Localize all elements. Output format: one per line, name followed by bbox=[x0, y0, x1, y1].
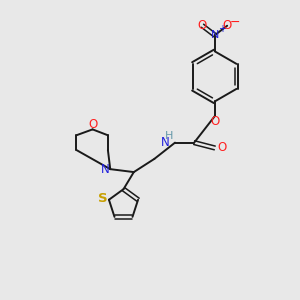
Text: +: + bbox=[218, 24, 226, 34]
Text: O: O bbox=[218, 141, 227, 154]
Text: N: N bbox=[100, 163, 109, 176]
Text: O: O bbox=[88, 118, 97, 130]
Text: N: N bbox=[161, 136, 170, 149]
Text: S: S bbox=[98, 192, 107, 205]
Text: −: − bbox=[230, 16, 241, 29]
Text: H: H bbox=[165, 131, 173, 141]
Text: O: O bbox=[198, 19, 207, 32]
Text: N: N bbox=[211, 30, 219, 40]
Text: O: O bbox=[223, 19, 232, 32]
Text: O: O bbox=[210, 115, 219, 128]
